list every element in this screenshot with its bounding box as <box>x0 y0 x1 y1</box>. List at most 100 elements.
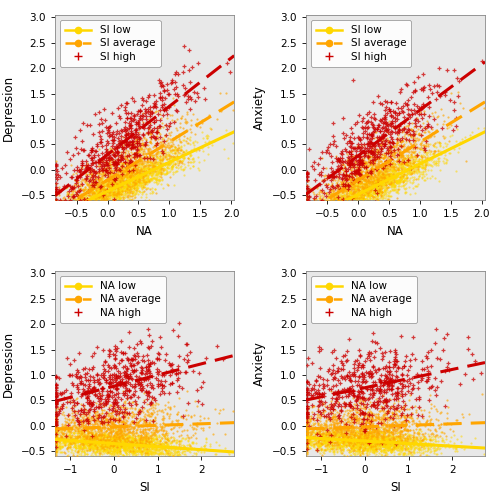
Point <box>440 334 448 342</box>
Point <box>74 195 82 203</box>
Point <box>362 445 370 453</box>
Point <box>152 434 160 442</box>
Point <box>372 432 380 440</box>
Point <box>116 171 124 179</box>
Point <box>154 177 162 185</box>
Point <box>170 434 178 442</box>
Point <box>419 164 427 172</box>
Point <box>118 187 126 195</box>
Point <box>302 437 310 445</box>
Point <box>113 149 121 157</box>
Point <box>128 150 136 158</box>
Point <box>332 205 340 213</box>
Point <box>89 436 97 444</box>
Point <box>388 166 396 174</box>
Point <box>382 440 390 448</box>
Point <box>414 157 422 165</box>
Point <box>84 438 92 446</box>
Point <box>67 221 75 229</box>
Point <box>125 442 133 450</box>
Point <box>90 213 98 221</box>
Point <box>81 421 89 429</box>
Point <box>324 428 332 435</box>
Point <box>421 142 429 150</box>
Point <box>52 435 60 443</box>
Point <box>320 193 328 201</box>
Point <box>348 196 356 204</box>
Point <box>138 439 146 447</box>
Point <box>406 162 414 170</box>
Point <box>402 420 409 428</box>
Point <box>128 165 136 173</box>
Point <box>374 188 382 196</box>
Point <box>339 439 347 447</box>
Point <box>322 418 330 426</box>
Point <box>396 142 404 150</box>
Point <box>406 130 413 138</box>
Point <box>175 394 183 402</box>
Point <box>52 435 60 443</box>
Point <box>308 408 316 416</box>
Point <box>364 154 372 162</box>
Point <box>75 194 83 202</box>
Point <box>54 207 62 215</box>
Point <box>432 126 440 134</box>
Point <box>375 366 383 373</box>
Point <box>106 184 114 191</box>
Point <box>52 431 60 439</box>
Point <box>82 406 90 414</box>
Point <box>82 204 90 212</box>
Point <box>336 445 344 453</box>
Point <box>110 399 118 407</box>
Point <box>107 437 115 445</box>
Point <box>81 196 89 204</box>
Point <box>368 186 376 194</box>
Point <box>370 438 378 446</box>
Point <box>378 437 386 445</box>
Point <box>126 181 134 188</box>
Point <box>408 155 416 163</box>
Point <box>116 441 124 449</box>
Point <box>352 397 360 405</box>
Point <box>78 200 86 208</box>
Point <box>354 191 362 199</box>
Point <box>110 441 118 449</box>
Point <box>388 171 396 179</box>
Point <box>358 429 366 437</box>
Point <box>56 444 64 452</box>
Point <box>154 170 162 178</box>
Point <box>364 158 372 166</box>
Point <box>370 441 378 449</box>
Point <box>146 401 154 409</box>
Point <box>374 169 382 177</box>
Point <box>84 202 92 210</box>
Point <box>368 417 376 425</box>
Point <box>357 193 365 201</box>
Point <box>352 437 360 445</box>
Point <box>60 209 68 217</box>
Point <box>97 196 105 204</box>
Point <box>123 158 131 166</box>
Point <box>356 451 364 459</box>
Point <box>86 197 94 205</box>
Point <box>132 180 140 188</box>
Point <box>144 366 152 374</box>
Point <box>78 437 86 445</box>
Point <box>430 147 438 155</box>
Point <box>96 183 104 191</box>
Point <box>123 174 131 182</box>
Point <box>146 440 154 448</box>
Point <box>128 175 136 183</box>
Point <box>156 163 164 171</box>
Point <box>105 178 113 186</box>
Point <box>393 172 401 180</box>
Point <box>326 196 334 204</box>
Point <box>111 421 119 429</box>
Point <box>392 438 400 446</box>
Point <box>353 160 361 168</box>
Point <box>82 186 90 194</box>
Point <box>302 434 310 441</box>
Point <box>341 437 349 445</box>
Point <box>90 193 98 201</box>
Point <box>70 222 78 230</box>
